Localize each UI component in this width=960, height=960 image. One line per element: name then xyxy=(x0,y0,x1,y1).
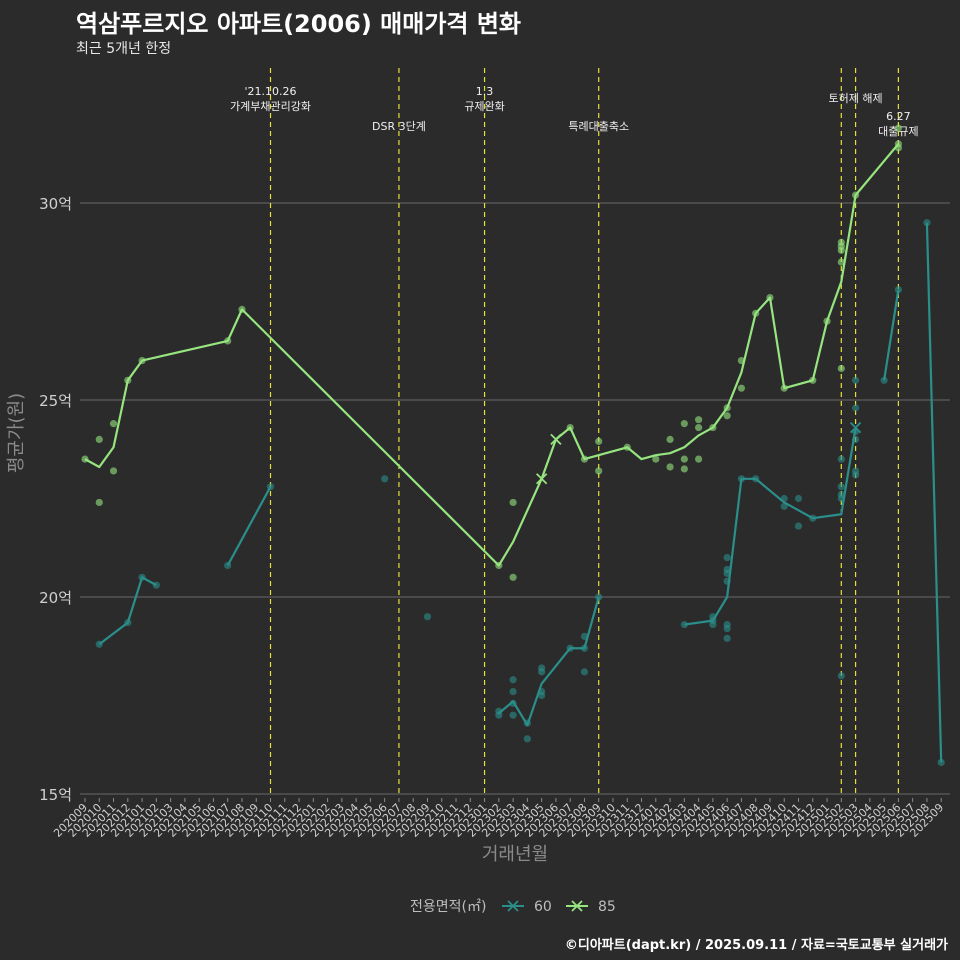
data-point xyxy=(723,634,731,642)
legend-label: 60 xyxy=(534,899,552,915)
data-point xyxy=(737,384,746,392)
data-point xyxy=(680,465,688,473)
series-line xyxy=(883,289,900,381)
x-ticks-layer: 2020092020102020112020122021012021022021… xyxy=(51,798,946,840)
event-label: 1.3 xyxy=(476,85,494,98)
data-point xyxy=(937,758,945,767)
data-point xyxy=(837,483,845,491)
data-point xyxy=(666,435,674,443)
series-line xyxy=(925,222,943,763)
data-point xyxy=(381,475,389,483)
data-point xyxy=(723,412,731,420)
data-point xyxy=(723,554,731,562)
x-marker xyxy=(849,421,862,434)
data-point xyxy=(695,416,703,424)
data-point xyxy=(851,376,860,384)
legend-title: 전용면적(㎡) xyxy=(410,899,486,915)
event-label: 토허제 해제 xyxy=(829,91,883,105)
series-line xyxy=(226,486,272,567)
data-point xyxy=(894,124,902,132)
source-caption: ©디아파트(dapt.kr) / 2025.09.11 / 자료=국토교통부 실… xyxy=(564,938,948,953)
event-label: 특례대출축소 xyxy=(568,120,629,133)
x-marker xyxy=(550,433,562,446)
series-line xyxy=(498,596,600,727)
data-point xyxy=(509,573,517,581)
chart-title: 역삼푸르지오 아파트(2006) 매매가격 변화 xyxy=(76,10,521,38)
data-point xyxy=(595,437,603,445)
event-label: 6.27 xyxy=(886,110,911,123)
data-point xyxy=(837,258,845,266)
data-point xyxy=(723,565,731,574)
data-point xyxy=(423,613,432,621)
event-label: 가계부채관리강화 xyxy=(230,100,311,113)
data-point xyxy=(95,498,103,507)
data-point xyxy=(509,687,517,696)
data-point xyxy=(95,435,103,443)
data-point xyxy=(837,364,845,373)
data-point xyxy=(509,711,517,719)
x-marker xyxy=(536,473,548,485)
data-point xyxy=(580,668,589,676)
data-point xyxy=(680,420,688,428)
data-point xyxy=(109,420,118,428)
series-line xyxy=(98,576,157,646)
x-axis-title: 거래년월 xyxy=(482,844,548,865)
data-point xyxy=(538,664,546,672)
data-point xyxy=(523,735,531,743)
data-point xyxy=(851,404,860,412)
data-point xyxy=(837,490,845,499)
data-point xyxy=(837,238,845,246)
y-axis-title: 평균가(원) xyxy=(6,393,27,473)
data-point xyxy=(837,672,845,680)
legend-label: 85 xyxy=(598,899,616,915)
series-60 xyxy=(95,219,945,767)
series-line xyxy=(84,143,900,567)
data-point xyxy=(794,522,803,530)
data-point xyxy=(680,455,688,463)
data-point xyxy=(851,467,860,475)
y-tick-label: 25억 xyxy=(39,392,72,410)
series-85 xyxy=(81,124,902,581)
data-point xyxy=(723,620,731,629)
grid-layer: 15억 20억 25억 30억 xyxy=(39,195,950,804)
data-point xyxy=(652,455,660,463)
data-point xyxy=(695,423,703,432)
y-tick-label: 30억 xyxy=(39,195,72,213)
data-point xyxy=(595,467,603,475)
data-point xyxy=(794,494,803,503)
legend-key-x xyxy=(571,900,583,912)
data-point xyxy=(837,455,845,463)
data-point xyxy=(695,455,703,463)
event-label: 규제완화 xyxy=(464,100,504,113)
legend-key-x xyxy=(507,900,519,912)
data-point xyxy=(666,463,674,471)
chart-subtitle: 최근 5개년 한정 xyxy=(76,41,172,57)
event-label: DSR 3단계 xyxy=(372,120,426,133)
data-point xyxy=(509,498,517,507)
y-tick-label: 20억 xyxy=(39,589,72,607)
series-line xyxy=(684,427,857,626)
data-point xyxy=(509,676,517,684)
legend: 전용면적(㎡) 60 85 xyxy=(410,899,616,915)
y-tick-label: 15억 xyxy=(39,786,72,804)
data-point xyxy=(923,219,931,227)
data-point xyxy=(109,467,118,475)
event-label: '21.10.26 xyxy=(245,85,297,98)
